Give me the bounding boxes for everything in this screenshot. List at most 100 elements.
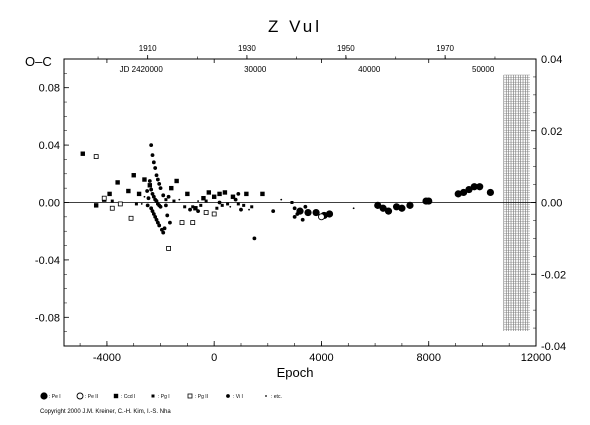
legend-label: : Pe I bbox=[49, 394, 61, 400]
marker-pg2 bbox=[128, 215, 134, 221]
chart-title: Z Vul bbox=[268, 17, 322, 36]
marker-pg2 bbox=[93, 154, 99, 159]
marker-pg2 bbox=[187, 393, 193, 399]
marker-vi1 bbox=[196, 209, 200, 214]
x-tick-label: -4000 bbox=[93, 352, 121, 364]
marker-etc bbox=[352, 207, 355, 210]
marker-vi1 bbox=[151, 194, 156, 199]
marker-vi1 bbox=[157, 181, 162, 186]
marker-vi1 bbox=[150, 153, 155, 158]
marker-vi1 bbox=[149, 187, 154, 192]
marker-pg1 bbox=[172, 199, 176, 203]
marker-vi1 bbox=[154, 217, 159, 222]
marker-ccd1 bbox=[80, 151, 85, 156]
legend-label: : Ccd I bbox=[121, 394, 135, 400]
y-tick-label-left: -0.08 bbox=[35, 312, 60, 324]
marker-vi1 bbox=[149, 206, 154, 211]
marker-etc bbox=[265, 395, 267, 397]
marker-ccd1 bbox=[211, 194, 217, 199]
marker-ccd1 bbox=[113, 393, 119, 399]
marker-vi1 bbox=[292, 214, 297, 219]
axes: -4000 0 4000 8000 12000 1910 1930 1950 1970 JD 24… bbox=[35, 44, 566, 364]
marker-pg2 bbox=[166, 246, 171, 251]
marker-pg2 bbox=[203, 210, 209, 215]
marker-vi1 bbox=[300, 217, 305, 222]
marker-pe1 bbox=[312, 208, 320, 217]
marker-ccd1 bbox=[107, 191, 112, 197]
jd-label: 50000 bbox=[472, 65, 495, 74]
marker-vi1 bbox=[303, 204, 308, 209]
x-tick-label: 4000 bbox=[309, 352, 333, 364]
marker-pg2 bbox=[179, 220, 185, 225]
marker-vi1 bbox=[154, 199, 159, 203]
marker-ccd1 bbox=[93, 203, 99, 208]
data-points bbox=[80, 143, 495, 251]
marker-ccd1 bbox=[185, 191, 190, 197]
year-tick-label: 1970 bbox=[436, 44, 454, 53]
x-tick-label: 8000 bbox=[416, 352, 440, 364]
marker-ccd1 bbox=[244, 191, 249, 197]
marker-pg1 bbox=[164, 198, 168, 202]
legend-label: : Pg I bbox=[158, 394, 170, 400]
marker-vi1 bbox=[158, 186, 163, 191]
jd-label: JD 2420000 bbox=[120, 65, 164, 74]
year-tick-label: 1930 bbox=[238, 44, 256, 53]
legend: : Pe I: Pe II: Ccd I: Pg I: Pg II: Vi I:… bbox=[40, 392, 282, 400]
marker-ccd1 bbox=[230, 194, 236, 199]
marker-pg1 bbox=[290, 201, 294, 204]
marker-pg1 bbox=[134, 202, 138, 206]
marker-pe2 bbox=[76, 392, 84, 400]
marker-ccd1 bbox=[217, 191, 222, 197]
marker-pg1 bbox=[226, 202, 230, 206]
marker-pg1 bbox=[215, 206, 219, 210]
marker-pg1 bbox=[220, 203, 224, 207]
marker-vi1 bbox=[236, 191, 241, 196]
marker-vi1 bbox=[161, 193, 166, 198]
marker-pg1 bbox=[204, 199, 208, 203]
marker-vi1 bbox=[155, 177, 160, 182]
marker-ccd1 bbox=[222, 190, 228, 195]
marker-vi1 bbox=[154, 173, 159, 178]
jd-label: 40000 bbox=[358, 65, 381, 74]
marker-ccd1 bbox=[169, 185, 174, 191]
marker-pe1 bbox=[398, 204, 406, 212]
marker-pe1 bbox=[425, 197, 433, 205]
marker-vi1 bbox=[162, 226, 167, 231]
marker-ccd1 bbox=[206, 190, 212, 195]
legend-label: : Pe II bbox=[85, 394, 98, 400]
marker-vi1 bbox=[145, 203, 150, 208]
marker-pg1 bbox=[236, 202, 240, 206]
marker-vi1 bbox=[145, 189, 150, 193]
marker-vi1 bbox=[149, 143, 154, 148]
marker-pg1 bbox=[242, 203, 246, 207]
marker-vi1 bbox=[157, 223, 162, 228]
marker-etc bbox=[140, 203, 143, 205]
marker-vi1 bbox=[188, 207, 192, 212]
marker-ccd1 bbox=[201, 195, 206, 201]
marker-vi1 bbox=[155, 220, 160, 225]
marker-pg1 bbox=[151, 394, 155, 398]
marker-pg1 bbox=[191, 205, 195, 209]
copyright-text: Copyright 2000 J.M. Kreiner, C.-H. Kim, … bbox=[40, 409, 171, 415]
marker-vi1 bbox=[295, 212, 300, 216]
y-tick-label-right: 0.02 bbox=[541, 126, 562, 138]
marker-vi1 bbox=[150, 191, 155, 196]
marker-vi1 bbox=[158, 204, 163, 209]
x-tick-label: 0 bbox=[211, 352, 217, 364]
marker-vi1 bbox=[165, 213, 170, 218]
marker-ccd1 bbox=[174, 178, 179, 184]
marker-pe1 bbox=[40, 392, 48, 400]
y-tick-label-right: -0.04 bbox=[541, 341, 566, 353]
marker-pg1 bbox=[110, 199, 114, 203]
marker-vi1 bbox=[252, 236, 257, 241]
legend-label: : Pg II bbox=[195, 394, 208, 400]
marker-etc bbox=[143, 195, 146, 198]
marker-vi1 bbox=[217, 200, 222, 205]
marker-pg2 bbox=[190, 220, 196, 225]
marker-vi1 bbox=[150, 209, 155, 214]
future-region-hatch bbox=[503, 74, 530, 331]
marker-pe1 bbox=[476, 183, 484, 191]
y-tick-label-right: 0.04 bbox=[541, 54, 562, 66]
marker-vi1 bbox=[233, 197, 238, 202]
marker-pg2 bbox=[117, 201, 123, 207]
